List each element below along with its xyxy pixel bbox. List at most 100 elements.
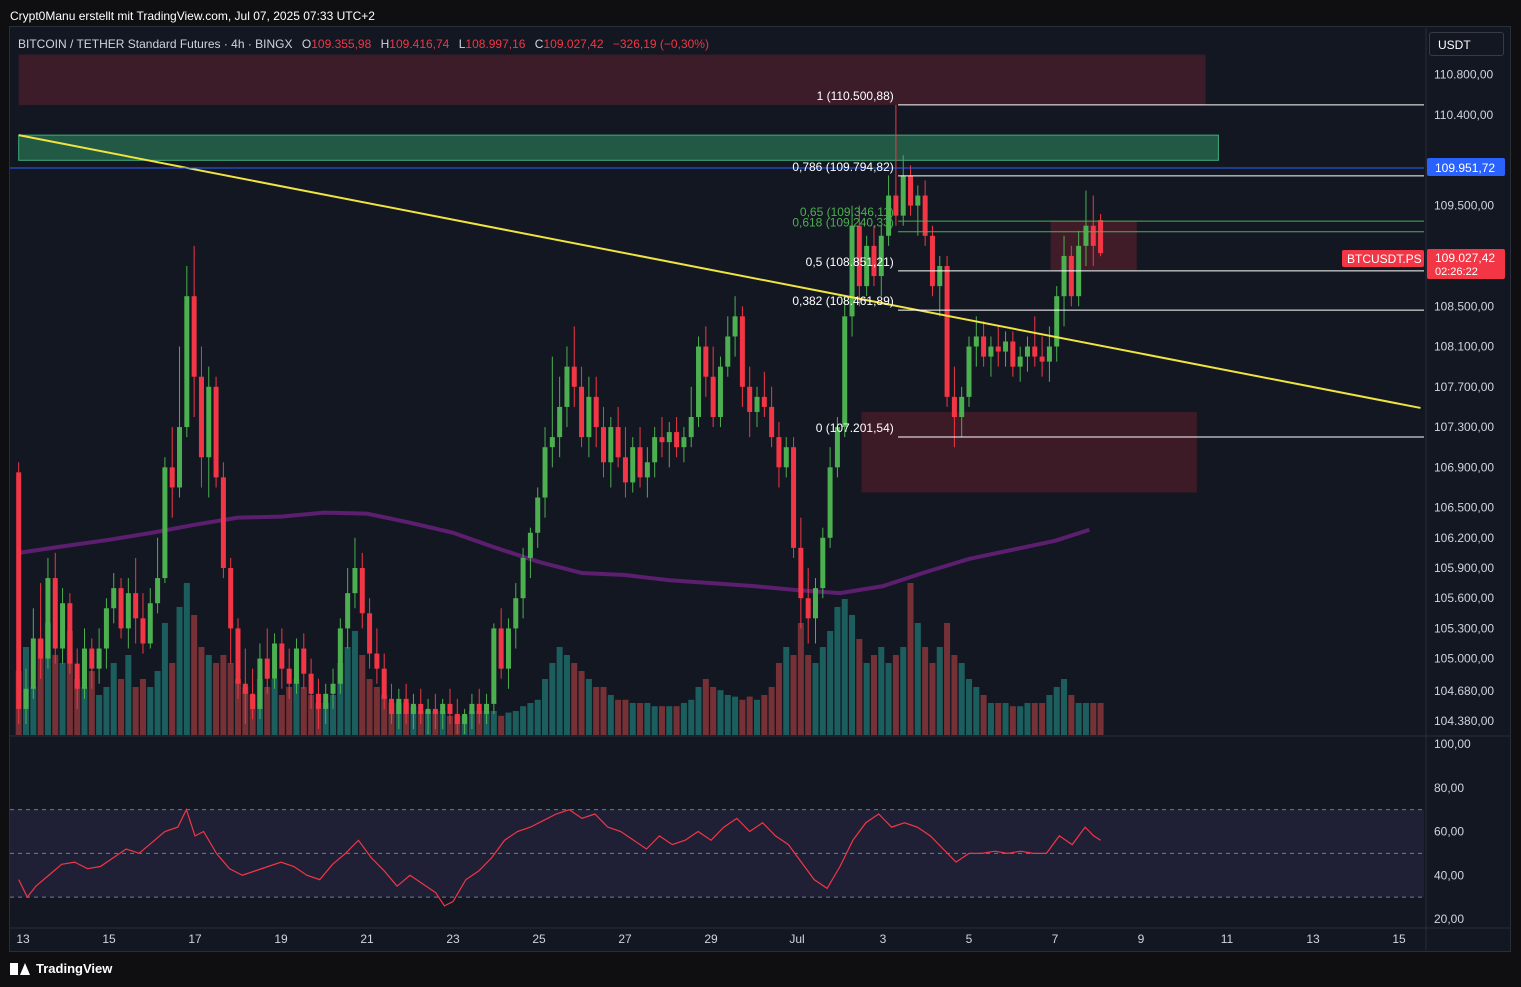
- candle-body: [798, 547, 804, 599]
- candle: [177, 346, 183, 498]
- candle-body: [30, 638, 36, 689]
- candle: [52, 552, 58, 664]
- candle-body: [374, 653, 380, 669]
- volume-bar: [527, 703, 534, 735]
- price-tick-label: 105.300,00: [1434, 621, 1494, 635]
- candle: [966, 336, 972, 407]
- candle-body: [769, 406, 775, 438]
- currency-label: USDT: [1438, 38, 1471, 52]
- candle-body: [586, 396, 592, 438]
- volume-bar: [1061, 679, 1068, 735]
- volume-bar: [381, 695, 388, 735]
- currency-selector[interactable]: USDT: [1429, 32, 1504, 56]
- candle-body: [1046, 346, 1052, 362]
- fib-label: 0,618 (109.240,33): [792, 216, 893, 230]
- candle: [754, 386, 760, 428]
- volume-bar: [1090, 703, 1097, 735]
- volume-bar: [819, 647, 826, 735]
- candle-body: [681, 437, 687, 448]
- symbol-title: BITCOIN / TETHER Standard Futures · 4h ·…: [18, 37, 293, 51]
- candle: [769, 386, 775, 448]
- time-tick-label: 3: [880, 932, 887, 946]
- candle-body: [666, 432, 672, 443]
- candle-body: [301, 648, 307, 674]
- candle-body: [1054, 296, 1060, 347]
- candle: [652, 427, 658, 478]
- volume-bar: [622, 699, 629, 735]
- candle: [140, 593, 146, 654]
- candle: [549, 356, 555, 468]
- open-label: O: [301, 37, 312, 51]
- candle: [103, 598, 109, 669]
- trendline: [18, 134, 1421, 409]
- candle: [81, 628, 87, 699]
- volume-bar: [59, 663, 66, 735]
- time-tick-label: 21: [360, 932, 374, 946]
- candle-body: [659, 437, 665, 443]
- candle-body: [747, 386, 753, 412]
- candle: [381, 653, 387, 709]
- candle: [264, 628, 270, 694]
- volume-bar: [673, 706, 680, 735]
- candle: [812, 578, 818, 644]
- tradingview-logo-icon: [10, 962, 30, 975]
- candle: [542, 427, 548, 518]
- candle: [798, 517, 804, 629]
- candle-body: [454, 713, 460, 725]
- volume-bar: [96, 695, 103, 735]
- volume-bar: [578, 671, 585, 735]
- chart-frame[interactable]: [9, 26, 1511, 952]
- candle: [674, 416, 680, 458]
- current-price-text: 109.027,42: [1435, 251, 1495, 265]
- candle-body: [220, 477, 226, 568]
- volume-bar: [205, 655, 212, 735]
- volume-bar: [191, 615, 198, 735]
- candle-body: [1068, 255, 1074, 297]
- footer-brand[interactable]: TradingView: [10, 961, 112, 976]
- candle-body: [725, 336, 731, 367]
- volume-bar: [118, 679, 125, 735]
- volume-bar: [300, 687, 307, 735]
- price-tick-label: 108.100,00: [1434, 340, 1494, 354]
- volume-bar: [878, 647, 885, 735]
- candle-timer-text: 02:26:22: [1435, 266, 1478, 278]
- candle-body: [177, 427, 183, 488]
- candle-body: [608, 427, 614, 463]
- candle-body: [893, 195, 899, 216]
- volume-bar: [1039, 703, 1046, 735]
- time-tick-label: 27: [618, 932, 632, 946]
- volume-bar: [505, 712, 512, 735]
- volume-bar: [841, 599, 848, 735]
- blue-price-label: 109.951,72: [1427, 158, 1505, 176]
- candle-body: [520, 557, 526, 599]
- candle-body: [476, 703, 482, 714]
- volume-bar: [870, 655, 877, 735]
- candle: [257, 643, 263, 719]
- fib-levels: 1 (110.500,88) 0,786 (109.794,82) 0,65 (10…: [792, 89, 1424, 438]
- candle: [206, 366, 212, 498]
- candle: [601, 406, 606, 478]
- volume-bar: [330, 695, 337, 735]
- fib-label: 0 (107.201,54): [816, 421, 894, 435]
- candle: [1017, 346, 1023, 382]
- candle-body: [615, 427, 621, 458]
- volume-bar: [812, 663, 819, 735]
- candle-body: [922, 195, 928, 236]
- volume-bar: [176, 607, 183, 735]
- candle-body: [549, 437, 555, 448]
- time-tick-label: Jul: [789, 932, 804, 946]
- candle-body: [505, 628, 511, 669]
- candle: [403, 683, 409, 725]
- candle-body: [330, 683, 336, 694]
- time-tick-label: 5: [966, 932, 973, 946]
- time-tick-label: 23: [446, 932, 460, 946]
- candle: [717, 356, 723, 428]
- candle-body: [191, 296, 197, 377]
- volume-bar: [373, 687, 380, 735]
- volume-bar: [1009, 706, 1016, 735]
- candle: [359, 552, 365, 629]
- open-value: 109.355,98: [311, 37, 372, 51]
- candle-body: [89, 648, 95, 669]
- price-tick-label: 106.500,00: [1434, 501, 1494, 515]
